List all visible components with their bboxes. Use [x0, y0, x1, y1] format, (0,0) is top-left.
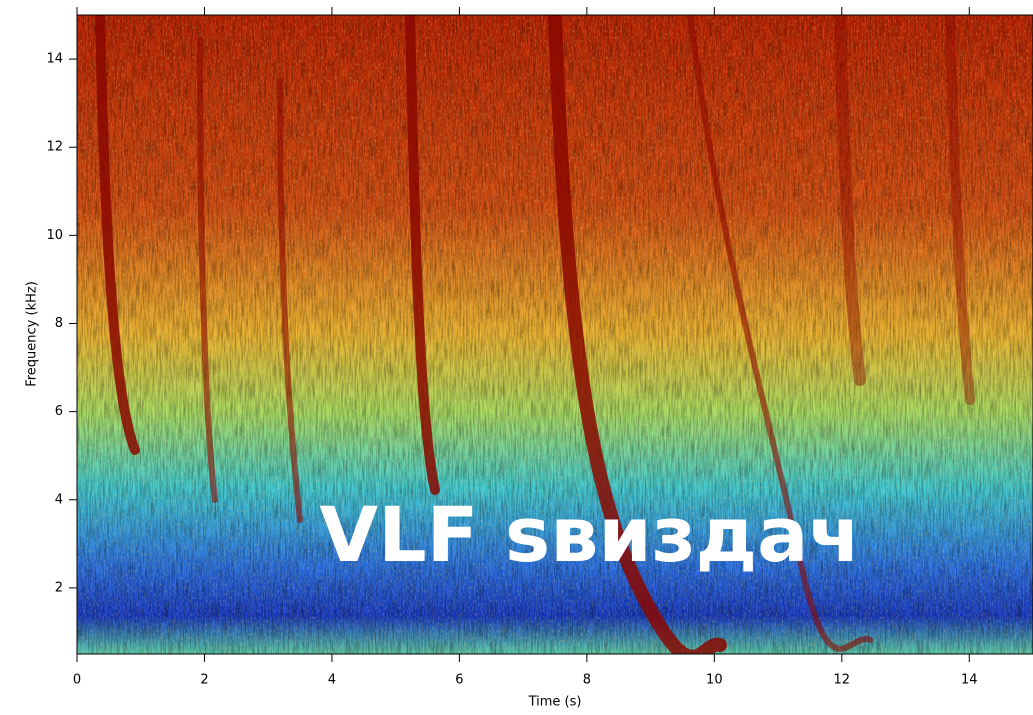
y-tick-label: 4: [55, 492, 63, 507]
x-tick-label: 14: [961, 673, 978, 688]
x-tick-label: 12: [834, 673, 851, 688]
y-axis-label: Frequency (kHz): [25, 281, 40, 387]
y-tick-label: 12: [46, 140, 63, 155]
x-tick-label: 8: [583, 673, 591, 688]
y-tick-label: 8: [55, 316, 63, 331]
annotation: VLF sвиздач: [319, 490, 860, 579]
x-tick-label: 4: [328, 673, 336, 688]
x-tick-label: 0: [73, 673, 81, 688]
y-tick-label: 2: [55, 580, 63, 595]
x-tick-label: 2: [200, 673, 208, 688]
y-tick-label: 14: [46, 52, 63, 67]
x-axis-label: Time (s): [528, 695, 582, 710]
x-tick-label: 10: [706, 673, 723, 688]
y-tick-label: 10: [46, 228, 63, 243]
x-tick-label: 6: [455, 673, 463, 688]
y-tick-label: 6: [55, 404, 63, 419]
